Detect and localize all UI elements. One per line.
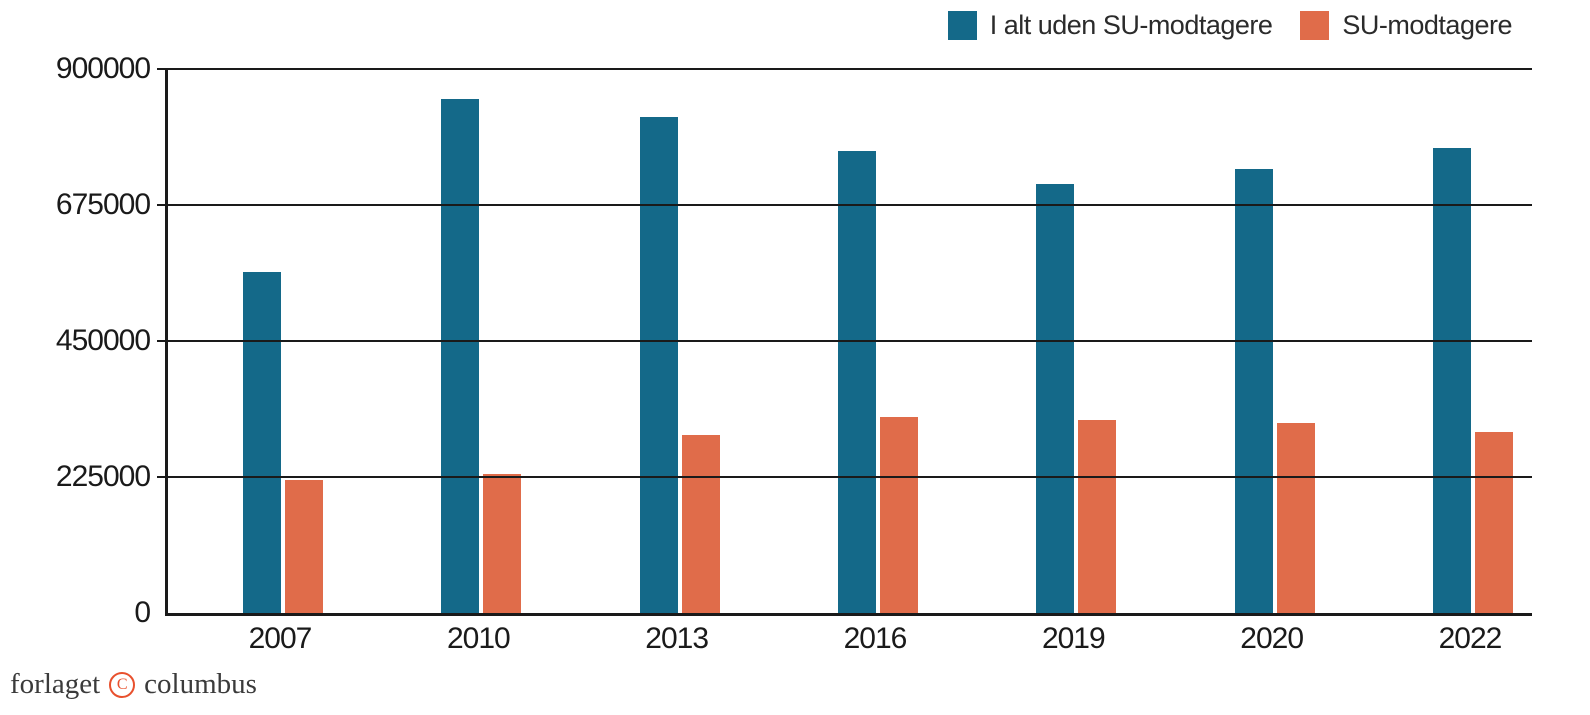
- legend-label: I alt uden SU-modtagere: [989, 10, 1273, 40]
- publisher-mark: forlaget C columbus: [10, 668, 257, 701]
- publisher-text-left: forlaget: [10, 668, 101, 700]
- y-tick-label: 0: [134, 596, 151, 629]
- gridline: [168, 68, 1532, 70]
- x-tick-label-2016: 2016: [843, 622, 908, 655]
- legend: I alt uden SU-modtagere SU-modtagere: [947, 10, 1512, 41]
- copyright-icon: C: [109, 671, 136, 698]
- y-tick-mark: [157, 476, 168, 478]
- bar-2013-i-alt-uden-su-modtagere: [639, 117, 678, 613]
- legend-swatch-icon: [1300, 11, 1330, 40]
- y-tick-label: 900000: [55, 52, 151, 85]
- x-tick-label-2022: 2022: [1438, 622, 1503, 655]
- y-tick-label: 225000: [55, 460, 151, 493]
- bar-group-2022: [1432, 69, 1513, 613]
- bar-2020-i-alt-uden-su-modtagere: [1234, 168, 1273, 613]
- bar-2010-su-modtagere: [483, 473, 522, 613]
- publisher-text-right: columbus: [144, 668, 257, 700]
- gridline: [168, 340, 1532, 342]
- legend-swatch-icon: [947, 11, 977, 40]
- bar-2016-su-modtagere: [879, 416, 918, 613]
- y-axis-labels: 0 225000 450000 675000 900000: [0, 52, 151, 629]
- bar-2013-su-modtagere: [681, 434, 720, 613]
- x-tick-label-2007: 2007: [248, 622, 313, 655]
- bar-2020-su-modtagere: [1276, 422, 1315, 613]
- y-tick-mark: [157, 68, 168, 70]
- y-tick-mark: [157, 204, 168, 206]
- y-tick-mark: [157, 340, 168, 342]
- bar-2010-i-alt-uden-su-modtagere: [441, 99, 480, 613]
- bar-2019-su-modtagere: [1078, 419, 1117, 613]
- bar-group-2016: [837, 69, 918, 613]
- bar-group-2013: [639, 69, 720, 613]
- y-tick-label: 450000: [55, 324, 151, 357]
- bars-container: [168, 69, 1532, 613]
- x-tick-label-2020: 2020: [1240, 622, 1304, 655]
- y-tick-label: 675000: [55, 188, 151, 221]
- bar-group-2007: [243, 69, 323, 613]
- gridline: [168, 204, 1532, 206]
- bar-group-2010: [441, 69, 522, 613]
- legend-item-0: I alt uden SU-modtagere: [947, 10, 1273, 41]
- plot-area: [157, 68, 1532, 616]
- legend-label: SU-modtagere: [1342, 10, 1512, 40]
- x-tick-label-2013: 2013: [645, 622, 709, 655]
- bar-2016-i-alt-uden-su-modtagere: [837, 150, 876, 613]
- bar-2007-su-modtagere: [285, 480, 323, 613]
- bar-2007-i-alt-uden-su-modtagere: [243, 271, 281, 613]
- legend-item-1: SU-modtagere: [1300, 10, 1512, 41]
- bar-2019-i-alt-uden-su-modtagere: [1036, 183, 1075, 613]
- bar-group-2020: [1234, 69, 1315, 613]
- bar-2022-i-alt-uden-su-modtagere: [1432, 147, 1471, 613]
- x-tick-label-2019: 2019: [1041, 622, 1106, 655]
- x-axis-labels: 2007 2010 2013 2016 2019 2020 2022: [165, 622, 1529, 656]
- x-tick-label-2010: 2010: [446, 622, 511, 655]
- bar-2022-su-modtagere: [1474, 431, 1513, 613]
- bar-group-2019: [1036, 69, 1117, 613]
- gridline: [168, 476, 1532, 478]
